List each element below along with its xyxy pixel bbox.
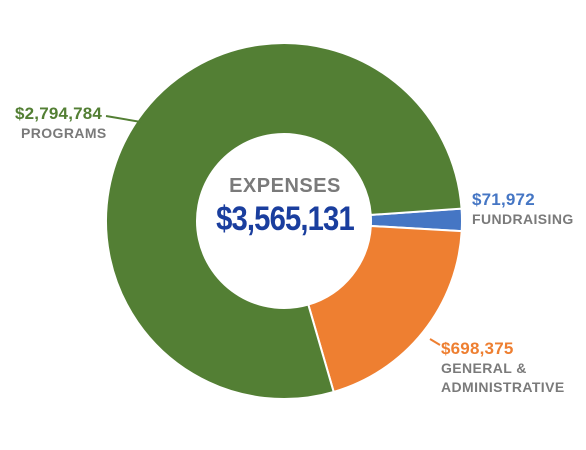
value-label-fundraising: $71,972 (472, 190, 535, 209)
leader-line-programs (105, 115, 142, 123)
name-label-general-line2: ADMINISTRATIVE (441, 379, 565, 395)
chart-title: EXPENSES (229, 175, 341, 197)
chart-total: $3,565,131 (216, 200, 355, 238)
name-label-general-line1: GENERAL & (441, 360, 527, 376)
slice-programs (105, 42, 463, 400)
leader-line-general (429, 338, 441, 346)
label-general: $698,375 GENERAL & ADMINISTRATIVE (441, 339, 565, 397)
name-label-fundraising: FUNDRAISING (472, 211, 574, 227)
value-label-general: $698,375 (441, 339, 514, 358)
donut-slices (105, 42, 463, 400)
label-fundraising: $71,972 FUNDRAISING (472, 190, 574, 229)
value-label-programs: $2,794,784 (15, 104, 103, 123)
label-programs: $2,794,784 PROGRAMS (15, 104, 107, 143)
slice-general (307, 224, 463, 394)
name-label-programs: PROGRAMS (21, 125, 107, 141)
